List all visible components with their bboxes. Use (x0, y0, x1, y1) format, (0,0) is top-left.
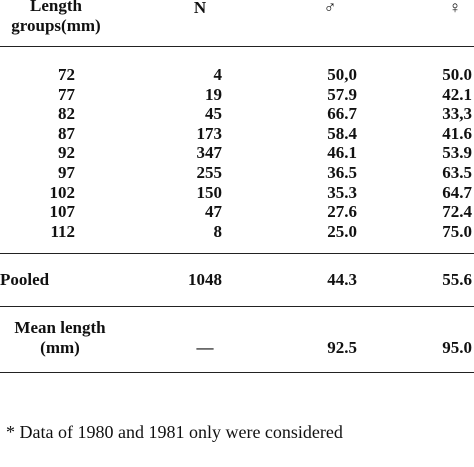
male-cell: 44.3 (327, 270, 357, 289)
female-cell: 72.4 (442, 202, 472, 222)
male-cell: 57.9 (327, 84, 357, 104)
n-cell: 8 (213, 221, 223, 241)
female-cell: 50.0 (442, 65, 472, 84)
female-cell: 95.0 (442, 338, 472, 357)
header-length: Length groups(mm) (11, 0, 101, 35)
n-cell: 1048 (188, 270, 222, 289)
rule (0, 253, 474, 254)
footnote: * Data of 1980 and 1981 only were consid… (6, 422, 343, 442)
length-cell: 107 (49, 202, 76, 222)
n-cell: 255 (196, 163, 223, 182)
male-cell: 25.0 (327, 221, 357, 241)
length-cell: 97 (58, 163, 75, 182)
female-cell: 64.7 (442, 182, 472, 202)
female-cell: 55.6 (442, 270, 472, 289)
n-cell: 19 (205, 84, 222, 104)
length-cell: Mean length (mm) (14, 318, 106, 357)
n-cell: — (196, 338, 214, 357)
length-cell: 112 (50, 221, 75, 241)
length-cell: 82 (58, 104, 75, 124)
male-cell: 46.1 (327, 143, 357, 163)
rule (0, 306, 474, 307)
male-cell: 27.6 (327, 202, 357, 222)
male-cell: 66.7 (327, 104, 357, 124)
male-cell: 36.5 (327, 163, 357, 182)
rule (0, 372, 474, 373)
length-cell: 77 (58, 84, 75, 104)
length-cell: 102 (49, 182, 76, 202)
n-cell: 47 (205, 202, 222, 222)
n-cell: 4 (213, 65, 223, 84)
male-cell: 92.5 (327, 338, 357, 357)
female-cell: 63.5 (442, 163, 472, 182)
header-male: ♂ (323, 0, 337, 17)
n-cell: 45 (205, 104, 222, 124)
header-n: N (193, 0, 207, 17)
header-female: ♀ (448, 0, 462, 17)
female-cell: 75.0 (442, 221, 472, 241)
male-cell: 35.3 (327, 182, 357, 202)
female-cell: 41.6 (442, 123, 472, 143)
n-cell: 150 (196, 182, 223, 202)
female-cell: 53.9 (442, 143, 472, 163)
female-cell: 42.1 (442, 84, 472, 104)
length-cell: 92 (58, 143, 75, 163)
length-cell: 87 (58, 123, 75, 143)
n-cell: 173 (196, 123, 223, 143)
male-cell: 58.4 (327, 123, 357, 143)
rule (0, 46, 474, 47)
n-cell: 347 (196, 143, 223, 163)
length-cell: 72 (58, 65, 75, 84)
female-cell: 33,3 (442, 104, 472, 124)
male-cell: 50,0 (327, 65, 357, 84)
length-cell: Pooled (0, 270, 50, 289)
